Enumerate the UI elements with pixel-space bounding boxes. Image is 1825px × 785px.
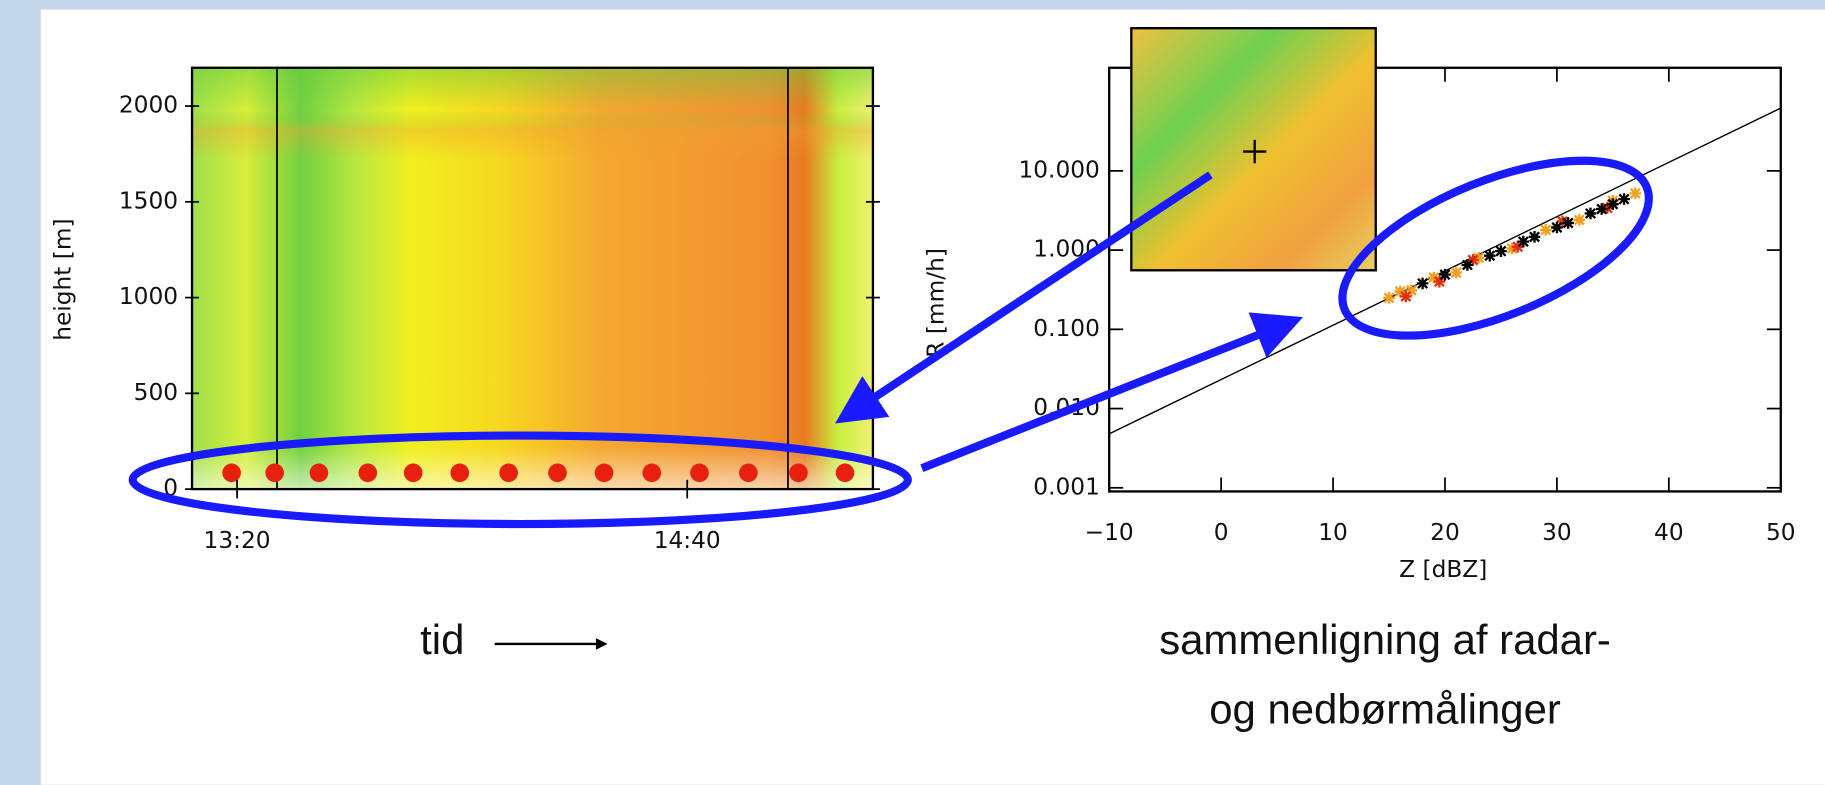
caption: sammenligning af radar- <box>1159 616 1611 663</box>
x-tick-label: −10 <box>1085 519 1134 546</box>
x-tick-label: 10 <box>1318 519 1348 546</box>
x-axis-label: tid <box>420 616 464 663</box>
y-tick-label: 10.000 <box>1018 156 1099 183</box>
y-tick-label: 0.100 <box>1033 315 1100 342</box>
x-tick-label: 20 <box>1430 519 1460 546</box>
point <box>1483 249 1496 262</box>
point <box>1405 284 1418 297</box>
x-axis-label: Z [dBZ] <box>1399 556 1487 583</box>
point <box>1607 198 1619 210</box>
x-tick-label: 50 <box>1766 519 1796 546</box>
y-axis-label: height [m] <box>50 218 77 340</box>
gauge-dots <box>222 463 855 483</box>
y-axis-label: R [mm/h] <box>922 248 949 358</box>
point <box>1433 275 1446 288</box>
plot-frame <box>190 66 875 491</box>
inset-cross <box>1243 139 1267 164</box>
point <box>1551 221 1563 234</box>
point <box>1416 277 1429 290</box>
point <box>1394 285 1407 298</box>
point <box>1511 240 1524 253</box>
y-tick-label: 1000 <box>119 283 178 310</box>
heatmap-shading <box>192 67 873 490</box>
point <box>1461 259 1474 271</box>
arrow <box>920 312 1304 472</box>
point <box>1467 254 1479 266</box>
x-tick-label: 40 <box>1654 519 1684 546</box>
point <box>1399 290 1412 303</box>
point <box>1495 245 1507 257</box>
point <box>1595 203 1608 215</box>
point <box>1427 271 1440 284</box>
point <box>1556 215 1569 228</box>
caption: og nedbørmålinger <box>1209 686 1561 733</box>
point <box>1573 214 1586 226</box>
point <box>1562 217 1574 229</box>
x-tick-label: 14:40 <box>654 527 721 554</box>
y-tick-label: 2000 <box>119 92 178 119</box>
point <box>1528 231 1541 243</box>
y-tick-label: 0.001 <box>1033 473 1100 500</box>
y-tick-label: 500 <box>134 379 178 406</box>
point <box>1584 207 1597 220</box>
time-arrow-head <box>595 638 608 650</box>
highlight-ellipse <box>1338 156 1653 340</box>
point <box>1450 266 1463 279</box>
x-tick-label: 0 <box>1214 519 1229 546</box>
point <box>1439 268 1451 281</box>
point <box>1472 251 1485 264</box>
x-tick-label: 13:20 <box>204 527 271 554</box>
point <box>1517 235 1530 248</box>
arrow <box>835 171 1213 424</box>
highlight-ellipse <box>128 431 912 529</box>
point <box>1539 224 1552 236</box>
point <box>1383 291 1395 304</box>
x-tick-label: 30 <box>1542 519 1572 546</box>
point <box>1506 242 1518 255</box>
point <box>1618 193 1630 205</box>
point <box>1629 187 1642 200</box>
y-tick-label: 1500 <box>119 187 178 214</box>
